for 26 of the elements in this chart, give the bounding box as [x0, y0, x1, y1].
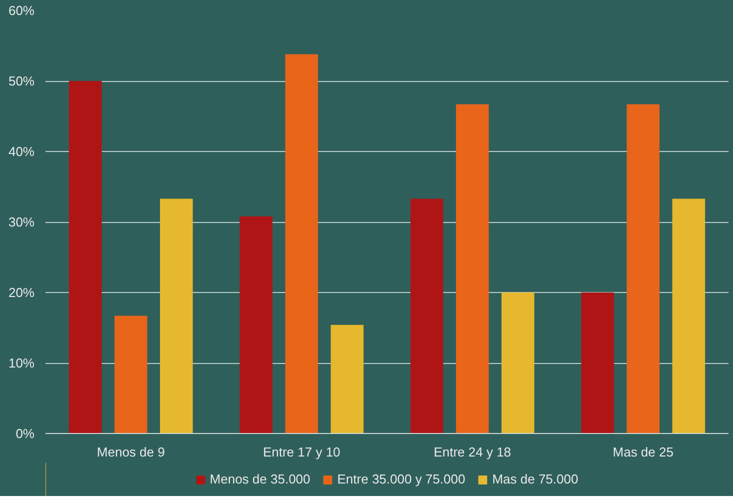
bar: [626, 104, 660, 434]
bar: [456, 104, 489, 434]
legend-label: Entre 35.000 y 75.000: [337, 472, 466, 486]
y-tick-label: 60%: [8, 3, 35, 18]
x-tick-label: Entre 24 y 18: [434, 444, 512, 460]
y-tick-label: 10%: [8, 356, 35, 370]
y-tick-label: 30%: [8, 214, 35, 230]
legend-label: Menos de 35.000: [210, 472, 310, 486]
bar: [68, 81, 102, 434]
y-tick-label: 0%: [16, 426, 35, 441]
x-tick-label: Entre 17 y 10: [262, 444, 340, 460]
y-tick-label: 20%: [8, 285, 35, 300]
bar: [410, 198, 444, 434]
x-tick-label: Menos de 9: [96, 444, 165, 460]
bar: [160, 198, 193, 434]
bar: [285, 54, 318, 434]
x-tick-label: Mas de 25: [612, 444, 674, 460]
legend-label: Mas de 75.000: [492, 472, 578, 486]
bar: [114, 316, 148, 434]
y-tick-label: 40%: [8, 144, 35, 159]
bar: [240, 216, 272, 434]
bar: [502, 292, 534, 434]
bar: [581, 292, 614, 434]
bar: [330, 324, 364, 434]
y-tick-label: 50%: [8, 74, 35, 88]
bar: [672, 198, 706, 434]
